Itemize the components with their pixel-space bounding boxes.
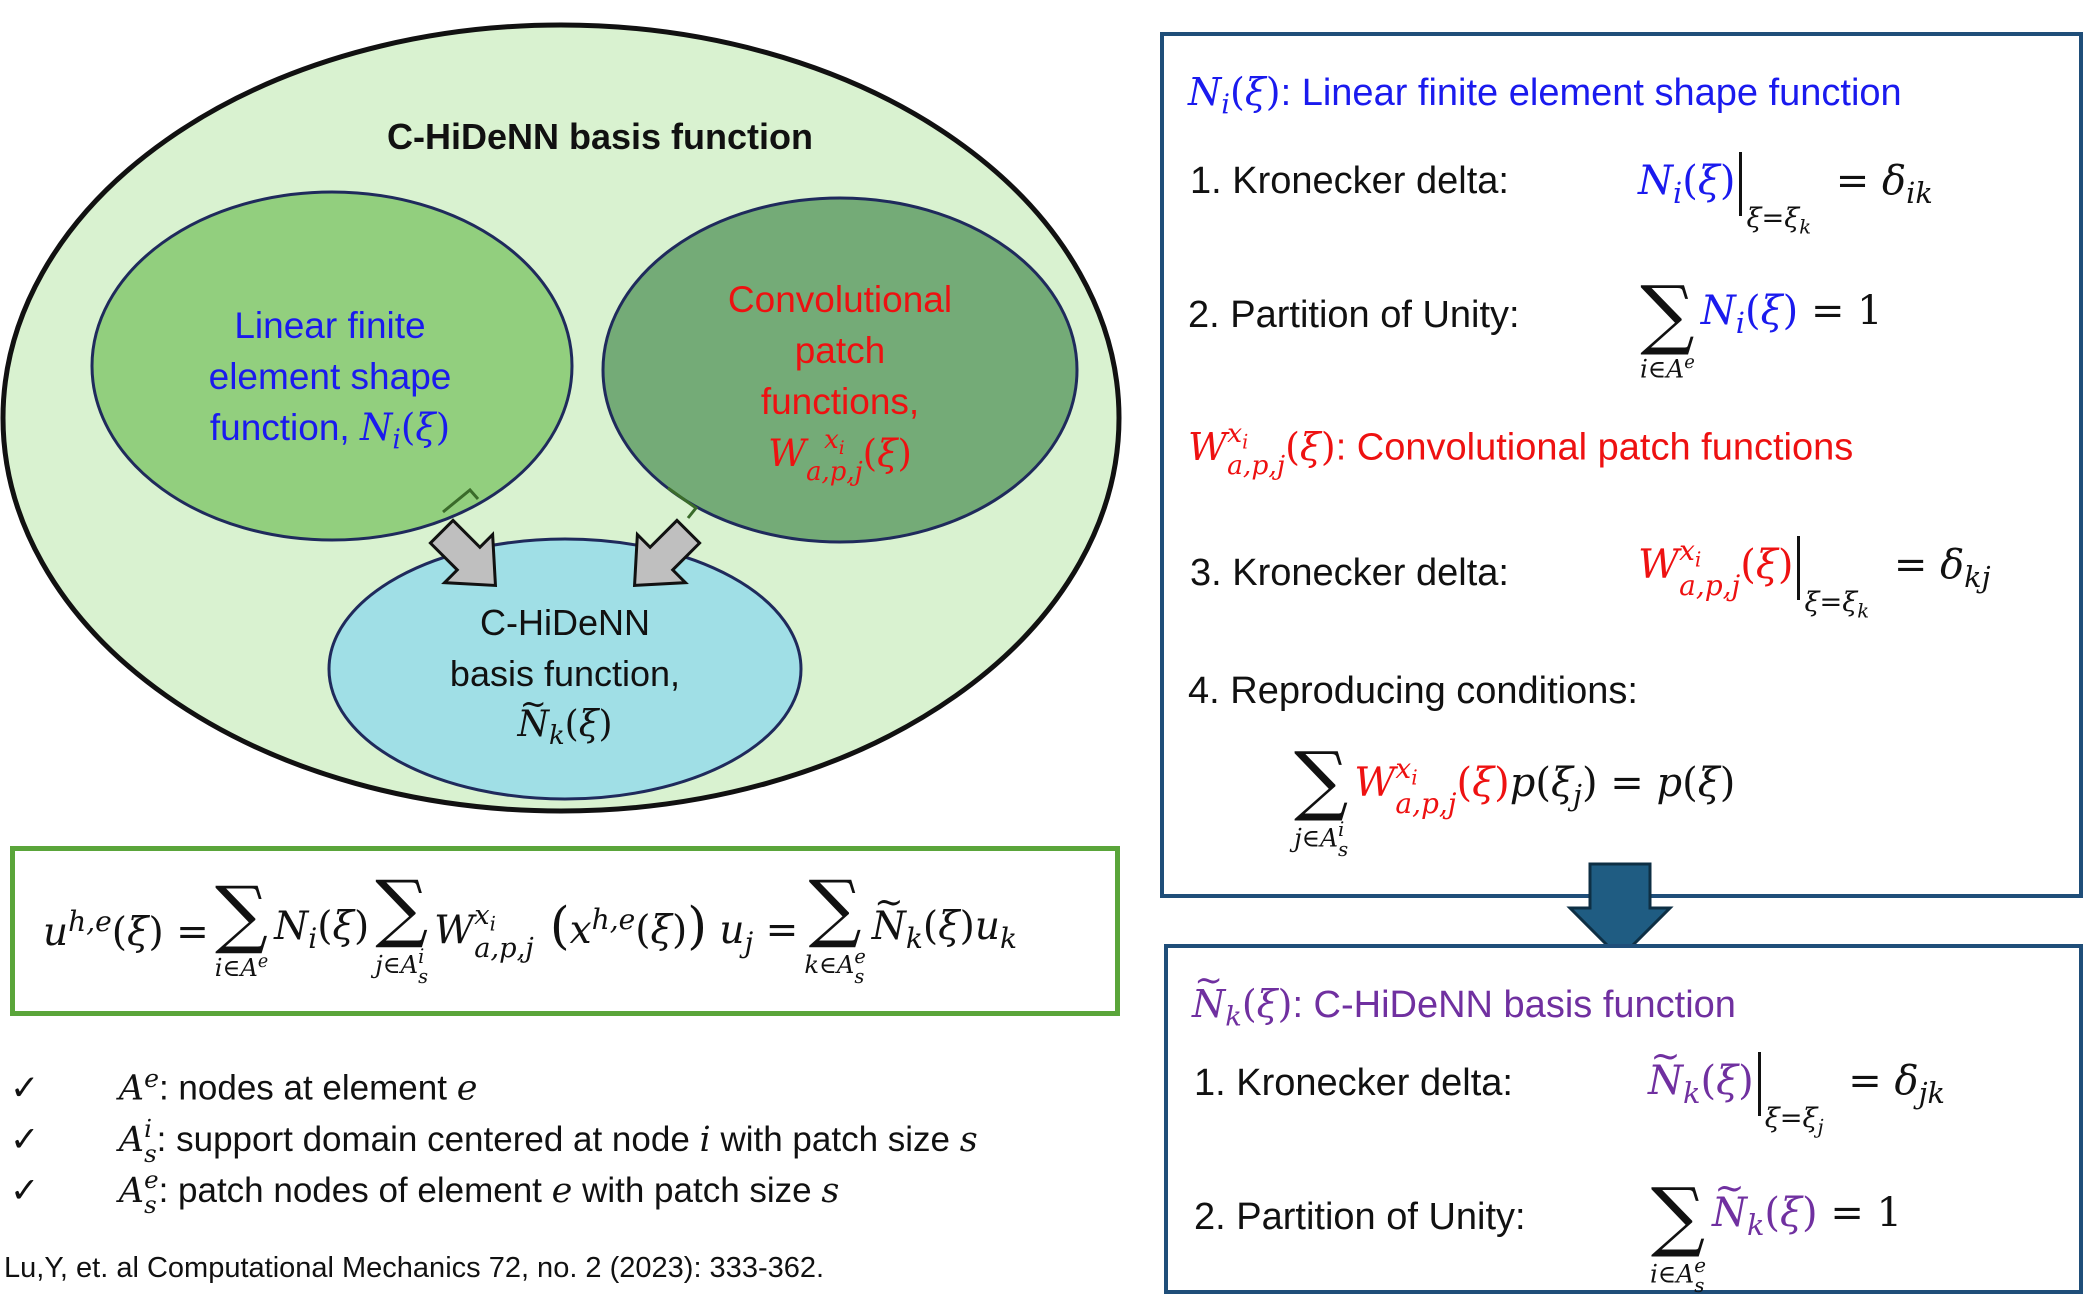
heading-chidenn-function: Nk(ξ): C-HiDeNN basis function [1192, 961, 1736, 1033]
chidenn-ellipse [327, 537, 803, 801]
fe-ellipse [90, 190, 574, 542]
left-arrow [428, 518, 498, 588]
bottom-item1-label: 1. Kronecker delta: [1194, 1062, 1513, 1104]
chidenn-ellipse-label: C-HiDeNN basis function, Nk(ξ) [370, 597, 760, 762]
definition-1: ✓ Ae: nodes at element e [10, 1064, 478, 1109]
item4-label: 4. Reproducing conditions: [1188, 670, 1638, 712]
bottom-item2-equation: ∑i∈Aes Nk(ξ) = 1 [1650, 1168, 1902, 1296]
citation: Lu,Y, et. al Computational Mechanics 72,… [4, 1252, 825, 1284]
arrow-accents [442, 486, 699, 519]
venn-diagram [0, 22, 1122, 814]
bottom-item1-equation: Nk(ξ)ξ=ξj = δjk [1648, 1036, 1945, 1138]
item1-equation: Ni(ξ)ξ=ξk = δik [1638, 152, 1933, 238]
item2-label: 2. Partition of Unity: [1188, 294, 1520, 336]
venn-outer-title: C-HiDeNN basis function [386, 116, 814, 157]
patch-ellipse [601, 196, 1079, 544]
properties-panel-bottom [1164, 944, 2083, 1294]
item2-equation: ∑ i∈Ae Ni(ξ) = 1 [1640, 269, 1883, 384]
fe-ellipse-label: Linear finite element shape function, Ni… [208, 305, 452, 456]
bottom-item2-label: 2. Partition of Unity: [1194, 1196, 1526, 1238]
item1-label: 1. Kronecker delta: [1190, 160, 1509, 202]
item3-label: 3. Kronecker delta: [1190, 552, 1509, 594]
right-arrow [632, 518, 702, 588]
heading-shape-function: Ni(ξ): Linear finite element shape funct… [1188, 70, 1902, 121]
down-arrow [1566, 862, 1674, 961]
